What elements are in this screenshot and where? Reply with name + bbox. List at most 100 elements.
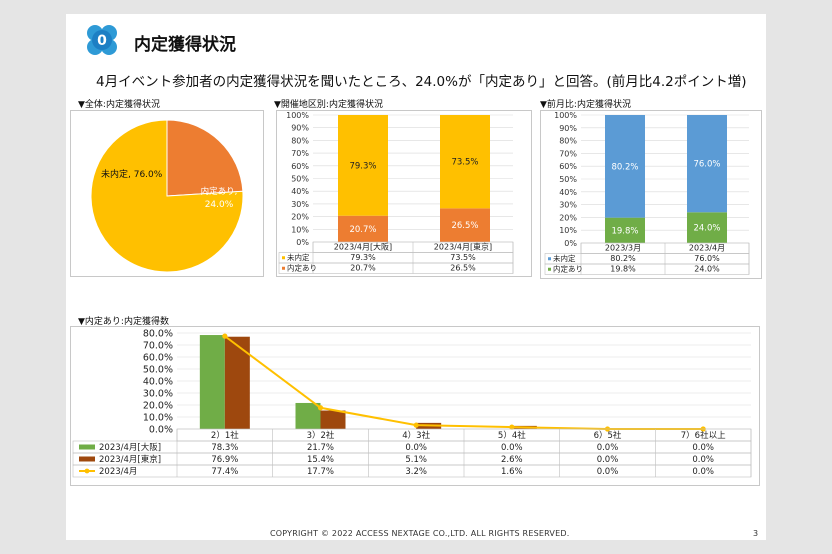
table-value: 80.2% bbox=[610, 254, 636, 263]
bar bbox=[295, 402, 321, 429]
legend-swatch bbox=[79, 456, 95, 462]
page-title: 内定獲得状況 bbox=[134, 35, 236, 55]
table-value: 0.0% bbox=[692, 443, 714, 453]
bar-data-label: 79.3% bbox=[349, 161, 376, 171]
y-tick-label: 50% bbox=[291, 175, 309, 184]
logo-icon: 0 bbox=[87, 25, 117, 55]
bar bbox=[199, 335, 225, 429]
y-tick-label: 50.0% bbox=[143, 365, 173, 376]
pie-chart-panel: 内定あり, 24.0% 未内定, 76.0% bbox=[70, 110, 264, 277]
pie-data-label: 24.0% bbox=[205, 200, 234, 210]
table-value: 3.2% bbox=[405, 467, 427, 477]
bar-data-label: 80.2% bbox=[611, 162, 638, 172]
legend-marker bbox=[84, 468, 90, 474]
line-point bbox=[317, 405, 324, 411]
x-category-label: 6）5社 bbox=[594, 430, 622, 441]
bar bbox=[224, 336, 250, 429]
table-row bbox=[72, 464, 752, 478]
bar-data-label: 76.0% bbox=[693, 160, 720, 170]
legend-swatch bbox=[548, 257, 551, 261]
legend-swatch bbox=[282, 256, 285, 260]
table-value: 0.0% bbox=[405, 443, 427, 453]
legend-label: 2023/4月[大阪] bbox=[99, 442, 161, 453]
pie-slice bbox=[90, 119, 244, 273]
bar-data-label: 24.0% bbox=[693, 224, 720, 234]
table-value: 15.4% bbox=[307, 455, 334, 465]
x-category-label: 2023/4月[東京] bbox=[434, 242, 492, 252]
table-value: 2.6% bbox=[501, 455, 523, 465]
page-subtitle: 4月イベント参加者の内定獲得状況を聞いたところ、24.0%が「内定あり」と回答。… bbox=[96, 74, 747, 90]
bar-segment bbox=[687, 115, 727, 213]
bar-data-label: 20.7% bbox=[349, 225, 376, 235]
section-month-label: ▼前月比:内定獲得状況 bbox=[540, 100, 631, 110]
x-category-label: 3）2社 bbox=[307, 430, 335, 441]
bar-data-label: 73.5% bbox=[451, 158, 478, 168]
table-value: 1.6% bbox=[501, 467, 523, 477]
pie-slice bbox=[166, 119, 244, 197]
bar-segment bbox=[605, 115, 645, 218]
x-category-label: 5）4社 bbox=[498, 430, 526, 441]
table-value: 78.3% bbox=[211, 443, 238, 453]
y-tick-label: 90% bbox=[291, 124, 309, 133]
y-tick-label: 40% bbox=[559, 188, 577, 197]
y-tick-label: 100% bbox=[554, 111, 577, 120]
x-category-label: 2）1社 bbox=[211, 430, 239, 441]
legend-label: 2023/4月[東京] bbox=[99, 454, 161, 465]
section-overall-label: ▼全体:内定獲得状況 bbox=[78, 100, 160, 110]
y-tick-label: 70% bbox=[291, 149, 309, 158]
y-tick-label: 30% bbox=[291, 200, 309, 209]
pie-data-label: 未内定, 76.0% bbox=[101, 168, 163, 180]
x-category-label: 4）3社 bbox=[402, 430, 430, 441]
page-number: 3 bbox=[753, 529, 759, 538]
bar-segment bbox=[338, 215, 388, 242]
x-category-label: 2023/3月 bbox=[605, 244, 641, 253]
y-tick-label: 80% bbox=[559, 137, 577, 146]
x-category-label: 2023/4月 bbox=[689, 244, 725, 253]
table-value: 79.3% bbox=[350, 253, 376, 262]
legend-label: 内定あり bbox=[553, 264, 583, 274]
table-value: 21.7% bbox=[307, 443, 334, 453]
logo-text: 0 bbox=[97, 33, 107, 49]
table-value: 0.0% bbox=[597, 455, 619, 465]
legend-swatch bbox=[282, 266, 285, 270]
y-tick-label: 40.0% bbox=[143, 377, 173, 388]
y-tick-label: 70.0% bbox=[143, 341, 173, 352]
y-tick-label: 30.0% bbox=[143, 389, 173, 400]
y-tick-label: 10% bbox=[559, 226, 577, 235]
y-tick-label: 10% bbox=[291, 225, 309, 234]
bar-segment bbox=[687, 212, 727, 243]
legend-swatch bbox=[79, 444, 95, 450]
count-chart-panel: 0.0% 10.0% 20.0% 30.0% 40.0% 50.0% 60.0% 70.0% 8… bbox=[70, 326, 760, 486]
bar-data-label: 26.5% bbox=[451, 221, 478, 231]
y-tick-label: 100% bbox=[286, 111, 309, 120]
region-stacked-bar-chart: 0% 10% 20% 30% 40% 50% 60% 70% 80% 90% 100% 20.7% 79… bbox=[278, 111, 514, 274]
table-value: 73.5% bbox=[450, 253, 476, 262]
y-tick-label: 10.0% bbox=[143, 413, 173, 424]
y-tick-label: 40% bbox=[291, 187, 309, 196]
x-category-label: 2023/4月[大阪] bbox=[334, 242, 392, 252]
line-point bbox=[222, 333, 228, 339]
bar-segment bbox=[440, 115, 490, 209]
table-value: 77.4% bbox=[211, 467, 238, 477]
y-tick-label: 80% bbox=[291, 136, 309, 145]
y-tick-label: 20% bbox=[559, 213, 577, 222]
month-stacked-bar-chart: 0% 10% 20% 30% 40% 50% 60% 70% 80% 90% 100% 19.8% 80… bbox=[544, 111, 750, 275]
table-value: 5.1% bbox=[405, 455, 427, 465]
bar-segment bbox=[605, 217, 645, 243]
table-value: 24.0% bbox=[694, 265, 720, 274]
y-tick-label: 20.0% bbox=[143, 401, 173, 412]
y-tick-label: 20% bbox=[291, 213, 309, 222]
table-value: 76.9% bbox=[211, 455, 238, 465]
y-tick-label: 80.0% bbox=[143, 329, 173, 340]
line-point bbox=[509, 424, 515, 430]
overall-pie-chart: 内定あり, 24.0% 未内定, 76.0% bbox=[90, 119, 244, 273]
table-value: 17.7% bbox=[307, 467, 334, 477]
month-chart-panel: 0% 10% 20% 30% 40% 50% 60% 70% 80% 90% 100% 19.8% 80… bbox=[540, 110, 762, 279]
legend-label: 未内定 bbox=[553, 253, 576, 263]
table-value: 0.0% bbox=[501, 443, 523, 453]
table-value: 0.0% bbox=[692, 467, 714, 477]
table-value: 20.7% bbox=[350, 264, 376, 273]
table-value: 26.5% bbox=[450, 264, 476, 273]
x-category-label: 7）6社以上 bbox=[681, 430, 726, 441]
section-region-label: ▼開催地区別:内定獲得状況 bbox=[274, 100, 383, 110]
